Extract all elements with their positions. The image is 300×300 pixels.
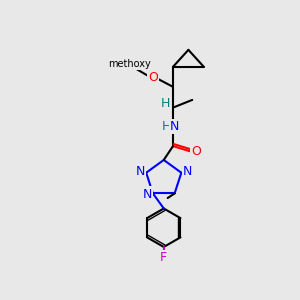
Text: methoxy: methoxy	[108, 59, 151, 70]
Text: O: O	[148, 71, 158, 84]
Text: N: N	[170, 120, 179, 134]
Text: F: F	[160, 251, 167, 264]
Text: H: H	[162, 120, 172, 134]
Text: N: N	[135, 166, 145, 178]
Text: O: O	[191, 145, 201, 158]
Text: H: H	[160, 97, 170, 110]
Text: N: N	[143, 188, 152, 201]
Text: N: N	[183, 166, 192, 178]
